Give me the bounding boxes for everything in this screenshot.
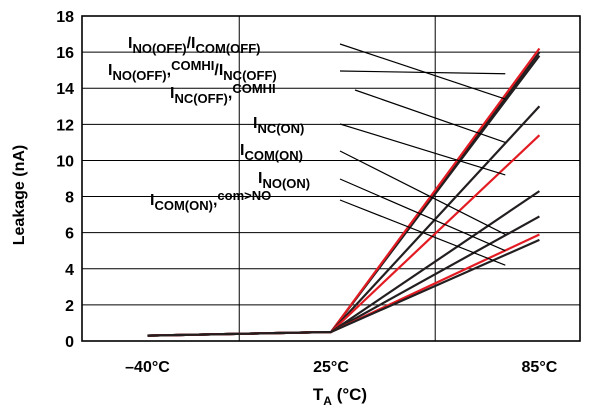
series-label-part: COM(ON)	[244, 148, 303, 163]
series-label-part: COMHI	[171, 58, 214, 73]
y-tick-label: 4	[65, 262, 74, 279]
series-label: ICOM(ON),com>NO	[150, 188, 271, 213]
y-tick-labels: 0 2 4 6 8 10 12 14 16 18	[56, 9, 74, 351]
series-label-part: com>NO	[217, 188, 271, 203]
leader-line	[339, 43, 506, 100]
plot-frame	[81, 15, 581, 342]
x-tick-label: 85°C	[522, 359, 558, 376]
leader-line	[339, 199, 506, 266]
y-tick-label: 6	[65, 226, 74, 243]
series-lines	[147, 47, 541, 337]
leader-line	[354, 89, 506, 143]
x-tick-labels: –40°C 25°C 85°C	[125, 359, 558, 376]
series-label-part: COMHI	[232, 81, 275, 96]
series-label-part: NC(ON)	[257, 121, 304, 136]
y-tick-label: 0	[65, 334, 74, 351]
series-label: ICOM(ON)	[240, 142, 303, 163]
series-label-part: NO(OFF)	[132, 41, 186, 56]
x-axis-label-subscript: A	[323, 394, 332, 408]
series-label-part: I	[108, 62, 112, 79]
x-axis-label-symbol: T	[313, 385, 324, 404]
series-label-part: NC(OFF)	[223, 68, 276, 83]
series-label-part: COM(OFF)	[196, 41, 261, 56]
series-label-part: I	[253, 115, 257, 132]
series-label: INC(ON)	[253, 115, 304, 136]
series-labels: INO(OFF)/ICOM(OFF)INO(OFF),COMHI/INC(OFF…	[108, 35, 310, 213]
y-tick-label: 14	[56, 81, 74, 98]
series-label-part: ,	[167, 62, 171, 79]
series-label-part: NO(ON)	[262, 176, 310, 191]
y-tick-label: 16	[56, 45, 74, 62]
series-label-part: I	[240, 142, 244, 159]
y-axis-label: Leakage (nA)	[11, 145, 28, 245]
leader-line	[339, 123, 506, 176]
series-label-part: COM(ON)	[154, 198, 213, 213]
series-label-part: I	[150, 192, 154, 209]
series-label: INO(OFF)/ICOM(OFF)	[128, 35, 260, 56]
series-line	[147, 105, 541, 337]
y-tick-label: 8	[65, 190, 74, 207]
series-label: INC(OFF),COMHI	[170, 81, 276, 106]
series-label: INO(ON)	[258, 170, 310, 191]
series-label-part: NC(OFF)	[174, 91, 227, 106]
series-label-part: NO(OFF)	[112, 68, 166, 83]
series-label-part: ,	[228, 85, 232, 102]
y-tick-label: 2	[65, 298, 74, 315]
series-label-part: /I	[187, 35, 196, 52]
x-axis-label: TA (°C)	[313, 385, 367, 408]
series-label-part: /I	[214, 62, 223, 79]
y-tick-label: 12	[56, 117, 74, 134]
series-label-part: I	[170, 85, 174, 102]
x-tick-label: –40°C	[125, 359, 170, 376]
x-tick-label: 25°C	[313, 359, 349, 376]
leader-lines	[339, 43, 506, 266]
series-label-part: ,	[213, 192, 217, 209]
grid-lines	[82, 16, 580, 341]
series-line	[147, 238, 540, 337]
series-label-part: I	[258, 170, 262, 187]
leader-line	[339, 150, 506, 236]
x-axis-label-unit: (°C)	[332, 385, 367, 404]
y-tick-label: 10	[56, 153, 74, 170]
y-tick-label: 18	[56, 9, 74, 26]
series-line	[147, 134, 541, 337]
series-label: INO(OFF),COMHI/INC(OFF)	[108, 58, 277, 83]
leader-line	[339, 178, 506, 252]
series-label-part: I	[128, 35, 132, 52]
leader-line	[339, 70, 506, 75]
